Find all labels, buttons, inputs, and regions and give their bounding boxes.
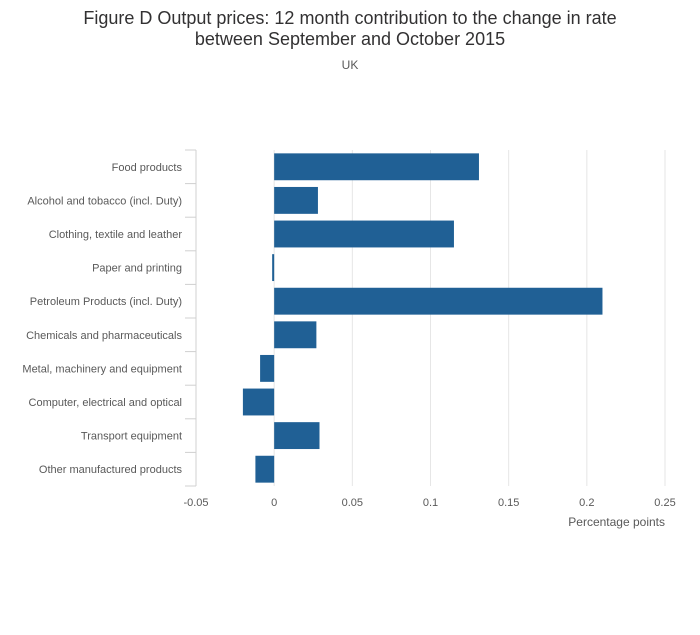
x-tick-label: 0.05 bbox=[342, 497, 363, 509]
category-label: Other manufactured products bbox=[39, 464, 183, 476]
bar bbox=[274, 422, 320, 450]
category-label: Food products bbox=[112, 162, 183, 174]
bar bbox=[242, 388, 275, 416]
x-axis-tick-labels: -0.05 0 0.05 0.1 0.15 0.2 0.25 bbox=[183, 497, 675, 509]
x-tick-label: -0.05 bbox=[183, 497, 208, 509]
category-label: Computer, electrical and optical bbox=[29, 397, 182, 409]
x-tick-label: 0.2 bbox=[579, 497, 594, 509]
x-tick-label: 0.1 bbox=[423, 497, 438, 509]
gridlines bbox=[185, 149, 666, 487]
category-label: Petroleum Products (incl. Duty) bbox=[30, 296, 182, 308]
chart-title-line-1: Figure D Output prices: 12 month contrib… bbox=[83, 8, 617, 28]
chart-subtitle: UK bbox=[341, 58, 359, 72]
x-axis-title: Percentage points bbox=[568, 515, 665, 529]
bar bbox=[255, 455, 275, 483]
bars bbox=[242, 153, 603, 483]
category-label: Metal, machinery and equipment bbox=[22, 363, 182, 375]
bar bbox=[274, 186, 318, 214]
bar bbox=[274, 153, 479, 181]
category-label: Clothing, textile and leather bbox=[49, 229, 183, 241]
bar bbox=[272, 254, 275, 282]
category-label: Chemicals and pharmaceuticals bbox=[26, 330, 182, 342]
x-tick-label: 0 bbox=[271, 497, 277, 509]
category-label: Paper and printing bbox=[92, 263, 182, 275]
category-label: Transport equipment bbox=[81, 431, 182, 443]
x-tick-label: 0.25 bbox=[654, 497, 675, 509]
category-labels: Food products Alcohol and tobacco (incl. … bbox=[22, 162, 182, 476]
bar bbox=[260, 354, 275, 382]
category-label: Alcohol and tobacco (incl. Duty) bbox=[27, 195, 182, 207]
x-tick-label: 0.15 bbox=[498, 497, 519, 509]
bar bbox=[274, 220, 454, 248]
chart-title-line-2: between September and October 2015 bbox=[194, 29, 506, 49]
bar bbox=[274, 321, 317, 349]
bar bbox=[274, 287, 603, 315]
chart-title: Figure D Output prices: 12 month contrib… bbox=[0, 8, 700, 50]
